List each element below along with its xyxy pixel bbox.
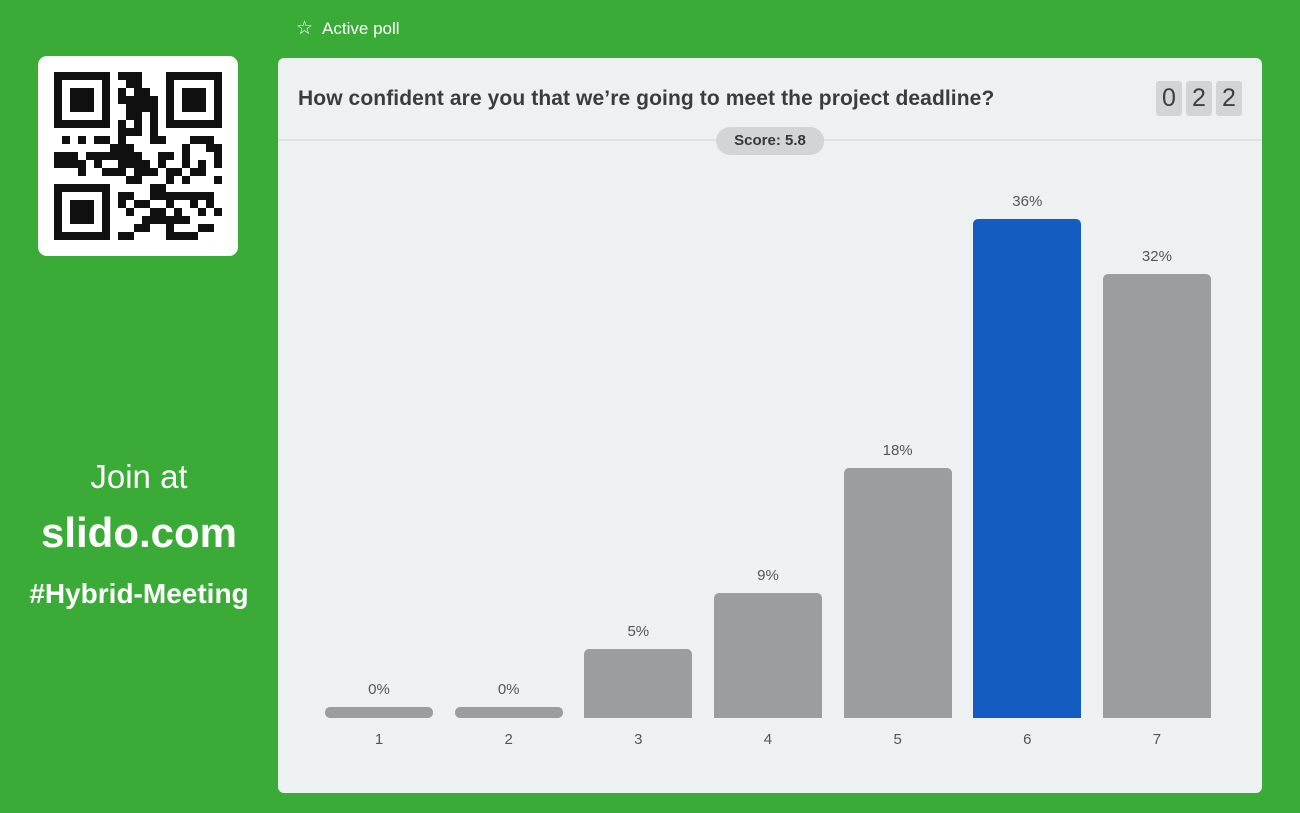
bar-track: 32% bbox=[1102, 143, 1211, 718]
bar-category-label: 5 bbox=[893, 731, 902, 748]
bar bbox=[1102, 274, 1211, 718]
bar-value-label: 18% bbox=[882, 442, 913, 459]
qr-code-pattern bbox=[54, 72, 222, 240]
bar-value-label: 0% bbox=[368, 681, 390, 698]
bar-track: 0% bbox=[454, 143, 563, 718]
bar-track: 9% bbox=[713, 143, 822, 718]
bar-track: 36% bbox=[973, 143, 1082, 718]
bar-column: 0% 2 bbox=[454, 143, 563, 793]
bar-value-label: 36% bbox=[1012, 193, 1043, 210]
bar-value-label: 9% bbox=[757, 567, 779, 584]
star-icon: ☆ bbox=[296, 18, 314, 39]
poll-header: How confident are you that we’re going t… bbox=[278, 58, 1262, 141]
bar-column: 36% 6 bbox=[973, 143, 1082, 793]
poll-panel: How confident are you that we’re going t… bbox=[278, 58, 1262, 793]
bar bbox=[584, 649, 693, 718]
bar-track: 5% bbox=[584, 143, 693, 718]
bar bbox=[454, 707, 563, 718]
join-instructions: Join at slido.com #Hybrid-Meeting bbox=[0, 457, 278, 612]
counter-digit: 2 bbox=[1216, 81, 1242, 116]
counter-digit: 0 bbox=[1156, 81, 1182, 116]
bar-column: 32% 7 bbox=[1102, 143, 1211, 793]
bar-category-label: 1 bbox=[374, 731, 384, 748]
qr-code bbox=[38, 56, 238, 256]
bar-category-label: 7 bbox=[1152, 731, 1162, 748]
counter-digit: 2 bbox=[1186, 81, 1212, 116]
bar-track: 0% bbox=[325, 143, 433, 718]
active-poll-label: Active poll bbox=[322, 19, 400, 38]
bar-value-label: 0% bbox=[497, 681, 520, 698]
sidebar: Join at slido.com #Hybrid-Meeting bbox=[0, 0, 278, 813]
bar-column: 18% 5 bbox=[843, 143, 952, 793]
bar-chart: 0% 1 0% 2 5% 3 9% 4 18% 5 36% 6 32% 7 bbox=[325, 143, 1211, 793]
bar-track: 18% bbox=[843, 143, 952, 718]
bar-column: 0% 1 bbox=[325, 143, 433, 793]
join-at-text: Join at bbox=[90, 458, 188, 495]
bar-value-label: 5% bbox=[627, 623, 650, 640]
bar-category-label: 2 bbox=[504, 731, 513, 748]
bar-column: 5% 3 bbox=[584, 143, 693, 793]
bar-value-label: 32% bbox=[1141, 248, 1172, 265]
slido-url: slido.com bbox=[40, 509, 238, 556]
topbar: ☆ Active poll bbox=[296, 17, 400, 41]
score-badge: Score: 5.8 bbox=[716, 127, 824, 155]
bar-category-label: 6 bbox=[1023, 731, 1032, 748]
bar bbox=[713, 593, 822, 718]
bar-highlighted bbox=[973, 219, 1082, 718]
bar-category-label: 3 bbox=[634, 731, 643, 748]
event-hashtag: #Hybrid-Meeting bbox=[29, 578, 249, 609]
bar-category-label: 4 bbox=[763, 731, 773, 748]
bar bbox=[325, 707, 433, 718]
poll-question: How confident are you that we’re going t… bbox=[298, 86, 995, 110]
bar bbox=[843, 468, 952, 718]
bar-column: 9% 4 bbox=[713, 143, 822, 793]
